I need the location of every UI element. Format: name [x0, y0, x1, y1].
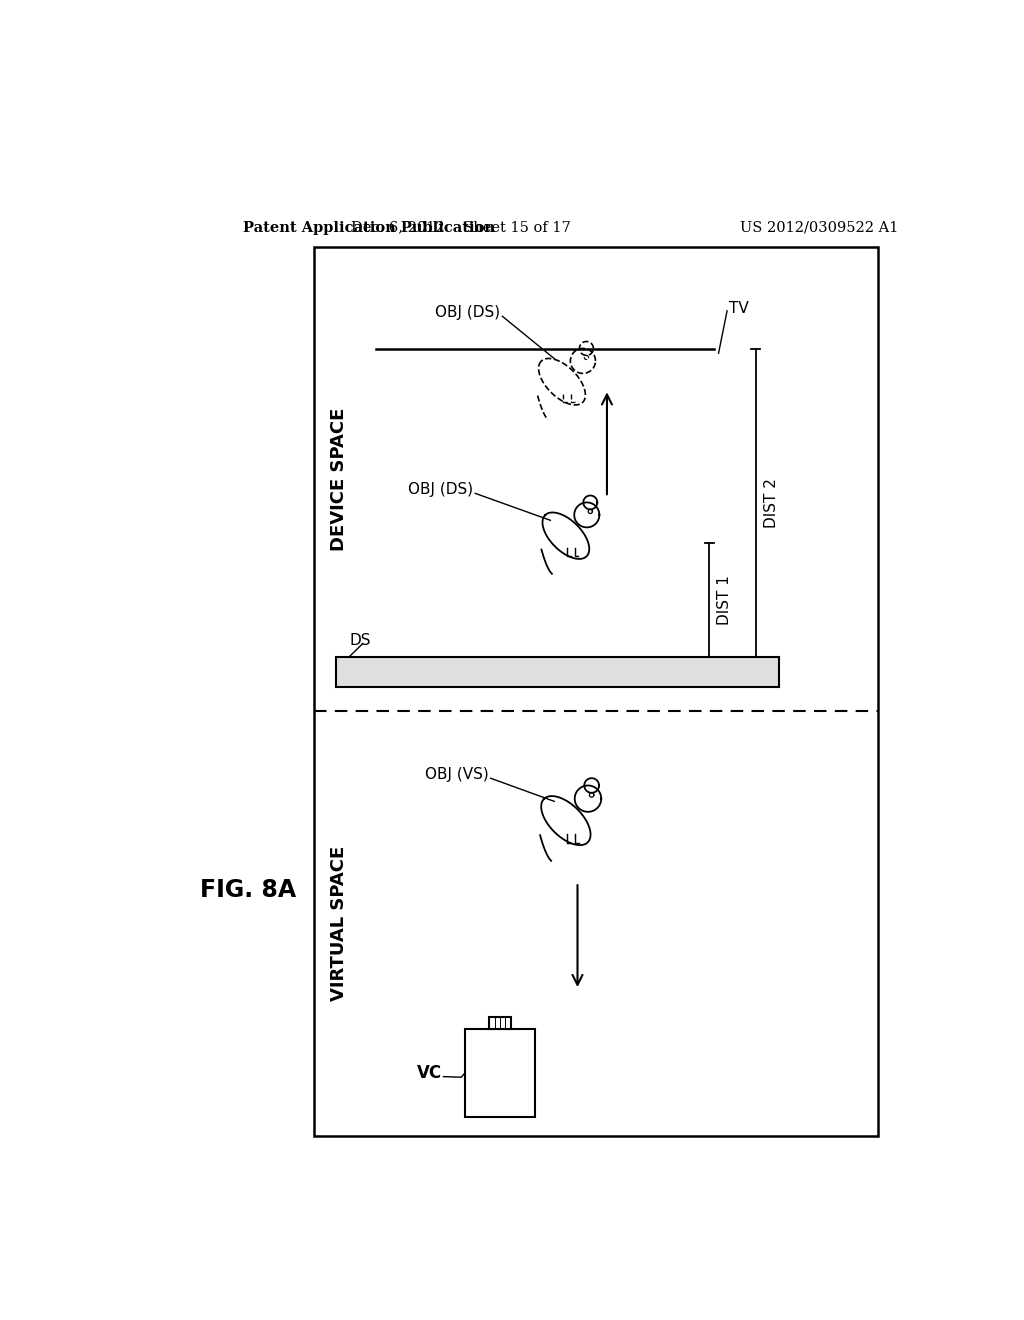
- Text: US 2012/0309522 A1: US 2012/0309522 A1: [740, 220, 899, 235]
- Text: VC: VC: [417, 1064, 442, 1082]
- Text: Patent Application Publication: Patent Application Publication: [243, 220, 495, 235]
- Text: OBJ (DS): OBJ (DS): [408, 482, 473, 498]
- Bar: [465, 1028, 535, 1117]
- Bar: [336, 657, 779, 686]
- Text: VIRTUAL SPACE: VIRTUAL SPACE: [330, 846, 348, 1002]
- Bar: [489, 1016, 511, 1028]
- Text: DEVICE SPACE: DEVICE SPACE: [330, 408, 348, 550]
- Text: FIG. 8A: FIG. 8A: [200, 878, 296, 902]
- Text: OBJ (DS): OBJ (DS): [435, 305, 500, 319]
- Text: TV: TV: [729, 301, 749, 315]
- Text: DIST 2: DIST 2: [764, 478, 778, 528]
- Text: Dec. 6, 2012    Sheet 15 of 17: Dec. 6, 2012 Sheet 15 of 17: [351, 220, 571, 235]
- Bar: [314, 247, 879, 1137]
- Text: DS: DS: [349, 632, 371, 648]
- Text: DIST 1: DIST 1: [717, 576, 732, 626]
- Text: OBJ (VS): OBJ (VS): [425, 767, 488, 781]
